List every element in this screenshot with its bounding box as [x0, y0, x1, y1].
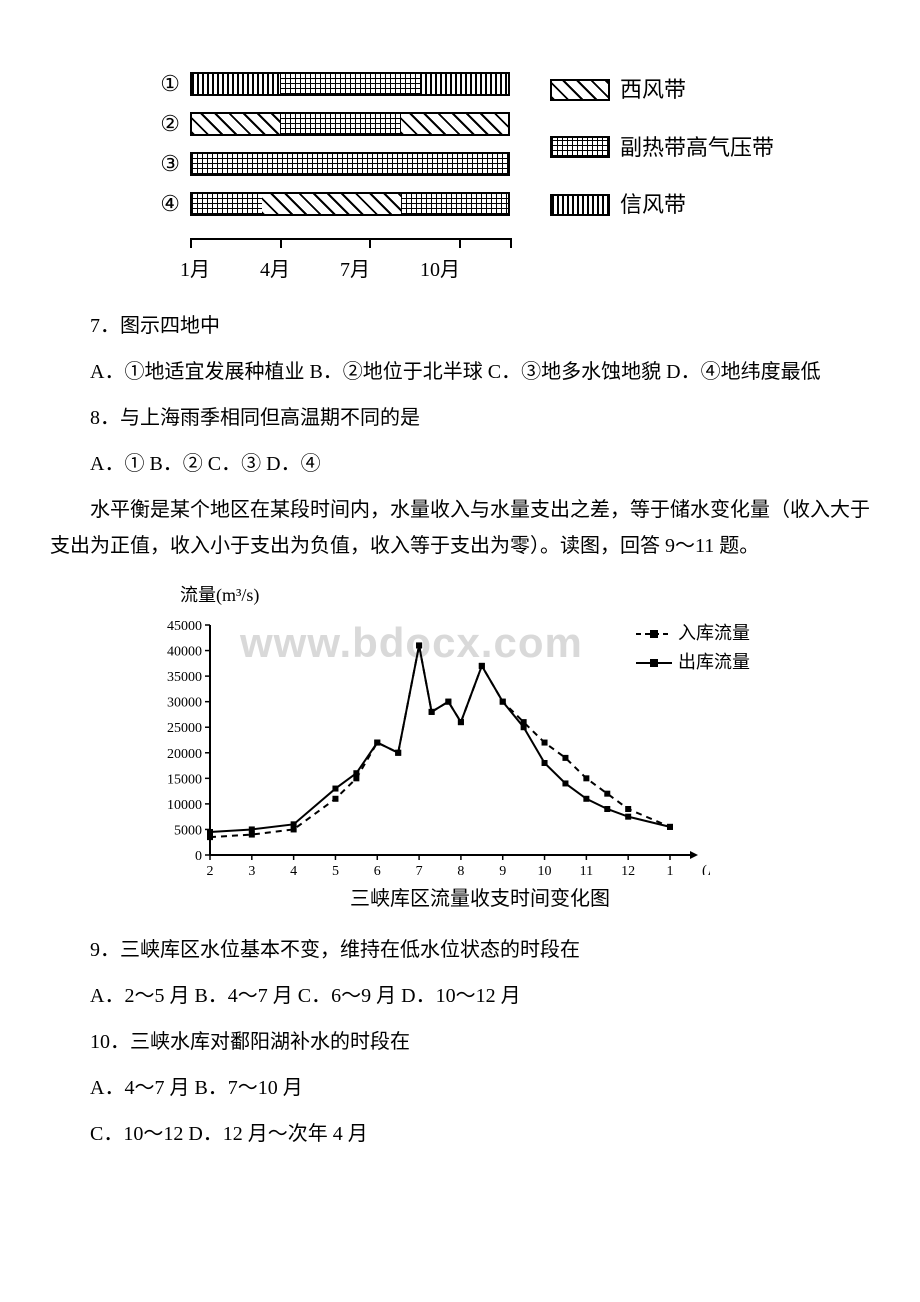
flow-chart: 流量(m³/s) 0 5000 10000 15000 20000 25000 30000 3…	[150, 579, 770, 917]
svg-text:10: 10	[538, 864, 552, 875]
bar-segment-grid	[280, 74, 419, 94]
svg-text:20000: 20000	[167, 747, 202, 762]
svg-text:10000: 10000	[167, 798, 202, 813]
bar-row-4: ④	[150, 190, 510, 218]
legend-text: 西风带	[620, 70, 686, 110]
question-9-stem: 9．三峡库区水位基本不变，维持在低水位状态的时段在	[50, 932, 870, 968]
legend-item: 副热带高气压带	[550, 128, 774, 168]
svg-text:(月): (月)	[702, 863, 710, 875]
bar-row-1: ①	[150, 70, 510, 98]
svg-text:9: 9	[499, 864, 506, 875]
svg-text:4: 4	[290, 864, 297, 875]
svg-text:8: 8	[457, 864, 464, 875]
svg-text:25000: 25000	[167, 722, 202, 737]
bar-label: ④	[150, 184, 180, 224]
bar-segment-diag	[401, 114, 508, 134]
legend-text: 信风带	[620, 185, 686, 225]
bar-segment-diag	[262, 194, 401, 214]
svg-text:5000: 5000	[174, 824, 202, 839]
axis-label: 4月	[260, 252, 340, 288]
svg-text:35000: 35000	[167, 671, 202, 686]
question-7-options: A．①地适宜发展种植业 B．②地位于北半球 C．③地多水蚀地貌 D．④地纬度最低	[50, 354, 870, 390]
question-10-options-1: A．4～7 月 B．7～10 月	[50, 1070, 870, 1106]
svg-text:7: 7	[416, 864, 423, 875]
question-7-stem: 7．图示四地中	[50, 308, 870, 344]
chart-caption: 三峡库区流量收支时间变化图	[190, 881, 770, 917]
svg-text:2: 2	[207, 864, 214, 875]
passage-2: 水平衡是某个地区在某段时间内，水量收入与水量支出之差，等于储水变化量（收入大于支…	[50, 492, 870, 564]
axis-label: 7月	[340, 252, 420, 288]
svg-text:11: 11	[580, 864, 593, 875]
bar-segment-vert	[420, 74, 508, 94]
bar-label: ③	[150, 144, 180, 184]
bar-segment-diag	[192, 114, 280, 134]
bar-label: ②	[150, 104, 180, 144]
svg-text:15000: 15000	[167, 773, 202, 788]
bar-segment-grid	[192, 154, 508, 174]
chart-ylabel: 流量(m³/s)	[180, 579, 770, 611]
svg-text:1: 1	[667, 864, 674, 875]
legend-outflow-label: 出库流量	[678, 648, 750, 677]
question-10-stem: 10．三峡水库对鄱阳湖补水的时段在	[50, 1024, 870, 1060]
question-8-options: A．① B．② C．③ D．④	[50, 446, 870, 482]
bar-label: ①	[150, 64, 180, 104]
legend-swatch	[550, 136, 610, 158]
svg-text:6: 6	[374, 864, 381, 875]
svg-text:0: 0	[195, 849, 202, 864]
axis-label: 10月	[420, 252, 500, 288]
axis-label: 1月	[180, 252, 260, 288]
question-10-options-2: C．10～12 D．12 月～次年 4 月	[50, 1116, 870, 1152]
legend-text: 副热带高气压带	[620, 128, 774, 168]
legend-item: 西风带	[550, 70, 774, 110]
svg-text:30000: 30000	[167, 696, 202, 711]
question-8-stem: 8．与上海雨季相同但高温期不同的是	[50, 400, 870, 436]
bar-segment-grid	[401, 194, 508, 214]
wind-belt-diagram: ①②③④ 西风带副热带高气压带信风带 1月4月7月10月	[150, 70, 850, 288]
chart-legend: 入库流量 出库流量	[636, 619, 750, 677]
svg-text:40000: 40000	[167, 645, 202, 660]
bar-row-3: ③	[150, 150, 510, 178]
legend-item: 信风带	[550, 185, 774, 225]
svg-text:5: 5	[332, 864, 339, 875]
legend-swatch	[550, 194, 610, 216]
bar-segment-vert	[192, 74, 280, 94]
svg-text:45000: 45000	[167, 619, 202, 634]
svg-text:12: 12	[621, 864, 635, 875]
svg-text:3: 3	[248, 864, 255, 875]
question-9-options: A．2～5 月 B．4～7 月 C．6～9 月 D．10～12 月	[50, 978, 870, 1014]
bar-segment-grid	[192, 194, 262, 214]
bar-row-2: ②	[150, 110, 510, 138]
legend-swatch	[550, 79, 610, 101]
bar-segment-grid	[280, 114, 400, 134]
legend-inflow-label: 入库流量	[678, 619, 750, 648]
